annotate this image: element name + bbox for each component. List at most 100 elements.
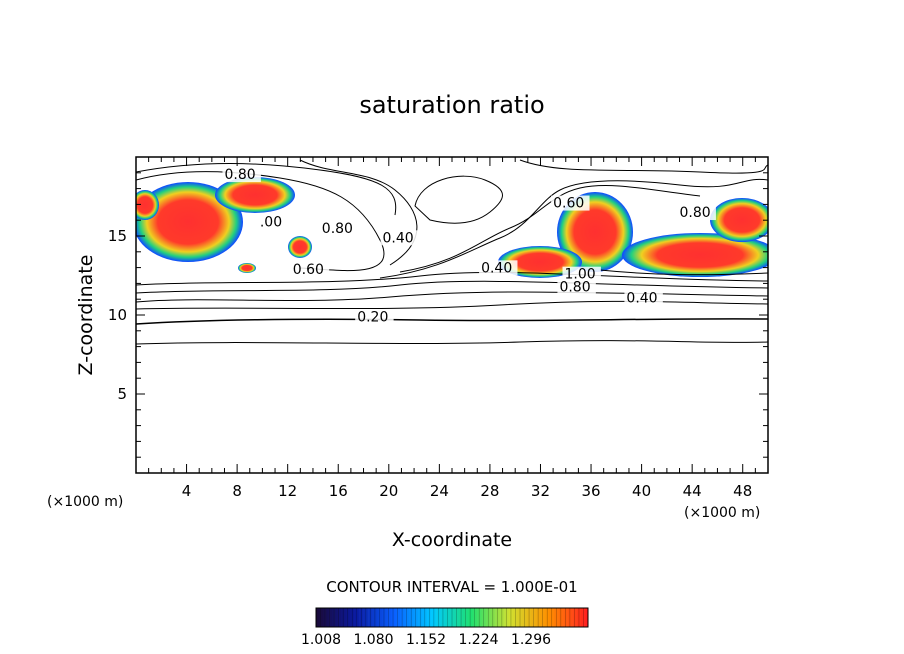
colorbar-segment — [479, 608, 482, 627]
colorbar-segment — [504, 608, 507, 627]
colorbar-segment — [508, 608, 512, 627]
contour-line — [136, 340, 768, 345]
colorbar-segment — [467, 608, 471, 627]
colorbar-segment — [447, 608, 451, 627]
colorbar-segment — [488, 608, 491, 627]
colorbar-tick-label: 1.152 — [406, 632, 446, 648]
colorbar-segment — [513, 608, 516, 627]
colorbar-segment — [384, 608, 387, 627]
colorbar-segment — [395, 608, 398, 627]
colorbar-tick-label: 1.008 — [301, 632, 341, 648]
colorbar-segment — [454, 608, 457, 627]
colorbar-segment — [531, 608, 534, 627]
colorbar-segment — [510, 608, 514, 627]
x-tick-label: 4 — [182, 482, 192, 500]
contour-label-bg — [624, 290, 663, 306]
contour-line — [399, 184, 701, 273]
colorbar-segment — [415, 608, 419, 627]
colorbar-segment — [501, 608, 505, 627]
colorbar-segment — [481, 608, 485, 627]
colorbar-segment — [517, 608, 521, 627]
x-tick-label: 24 — [430, 482, 449, 500]
colorbar-segment — [549, 608, 553, 627]
colorbar-segment — [520, 608, 523, 627]
colorbar-segment — [535, 608, 539, 627]
colorbar-segment — [404, 608, 407, 627]
colorbar-segment — [449, 608, 453, 627]
colorbar-segment — [572, 608, 575, 627]
colorbar-segment — [515, 608, 519, 627]
colorbar-segment — [329, 608, 333, 627]
colorbar-segment — [429, 608, 432, 627]
colorbar-segment — [533, 608, 537, 627]
colorbar-segment — [540, 608, 543, 627]
colorbar-segment — [336, 608, 339, 627]
saturation-region — [136, 190, 159, 220]
colorbar-segment — [551, 608, 555, 627]
colorbar-segment — [431, 608, 435, 627]
colorbar-segment — [563, 608, 566, 627]
x-unit-left: (×1000 m) — [47, 494, 123, 510]
colorbar-tick-label: 1.080 — [353, 632, 393, 648]
contour-label-bg — [380, 230, 419, 246]
contour-label-bg — [319, 220, 359, 236]
colorbar-segment — [320, 608, 324, 627]
contour-line — [519, 159, 768, 174]
colorbar-segment — [506, 608, 509, 627]
x-axis-label: X-coordinate — [392, 529, 512, 551]
contour-interval-label: CONTOUR INTERVAL = 1.000E-01 — [326, 578, 577, 596]
colorbar-segment — [486, 608, 489, 627]
colorbar-segment — [381, 608, 385, 627]
colorbar-segment — [576, 608, 580, 627]
contour-line — [299, 159, 418, 266]
contour-label: 0.20 — [357, 309, 388, 325]
colorbar-segment — [318, 608, 321, 627]
colorbar-segment — [368, 608, 371, 627]
colorbar-segment — [544, 608, 548, 627]
colorbar-segment — [363, 608, 367, 627]
y-axis-label: Z-coordinate — [75, 255, 97, 376]
colorbar-segment — [474, 608, 478, 627]
colorbar-segment — [433, 608, 437, 627]
colorbar-segment — [476, 608, 480, 627]
saturation-region — [622, 233, 768, 277]
colorbar-segment — [567, 608, 571, 627]
x-tick-label: 40 — [632, 482, 651, 500]
contour-label-bg — [551, 195, 590, 211]
colorbar-segment — [365, 608, 369, 627]
colorbar-segment — [411, 608, 414, 627]
colorbar-segment — [438, 608, 441, 627]
colorbar-segment — [406, 608, 410, 627]
contour-line — [136, 318, 768, 325]
colorbar-segment — [356, 608, 360, 627]
colorbar-segment — [445, 608, 448, 627]
saturation-region — [557, 192, 633, 272]
x-tick-label: 28 — [480, 482, 499, 500]
colorbar-segment — [413, 608, 417, 627]
contour-label-bg — [222, 167, 261, 183]
saturation-region — [710, 198, 768, 242]
contour-label: 0.80 — [559, 279, 590, 295]
contour-line — [136, 280, 768, 294]
colorbar-segment — [436, 608, 439, 627]
colorbar-segment — [388, 608, 392, 627]
contour-label: 0.40 — [481, 260, 512, 276]
plot-area: 0.80.00 0.800.400.60 0.40 1.000.800.400.200… — [136, 159, 768, 345]
colorbar-segment — [558, 608, 562, 627]
colorbar-segment — [556, 608, 559, 627]
colorbar-segment — [492, 608, 496, 627]
contour-line — [379, 178, 768, 279]
x-tick-label: 44 — [683, 482, 702, 500]
colorbar-segment — [495, 608, 498, 627]
colorbar-segment — [338, 608, 342, 627]
colorbar-segment — [418, 608, 421, 627]
colorbar-segment — [522, 608, 525, 627]
colorbar-segment — [422, 608, 426, 627]
contour-label-bg — [557, 279, 596, 295]
colorbar-segment — [402, 608, 405, 627]
contour-label: 0.80 — [680, 205, 711, 221]
colorbar-segment — [542, 608, 546, 627]
colorbar-segment — [470, 608, 473, 627]
contour-line — [136, 300, 768, 310]
colorbar-segment — [547, 608, 550, 627]
